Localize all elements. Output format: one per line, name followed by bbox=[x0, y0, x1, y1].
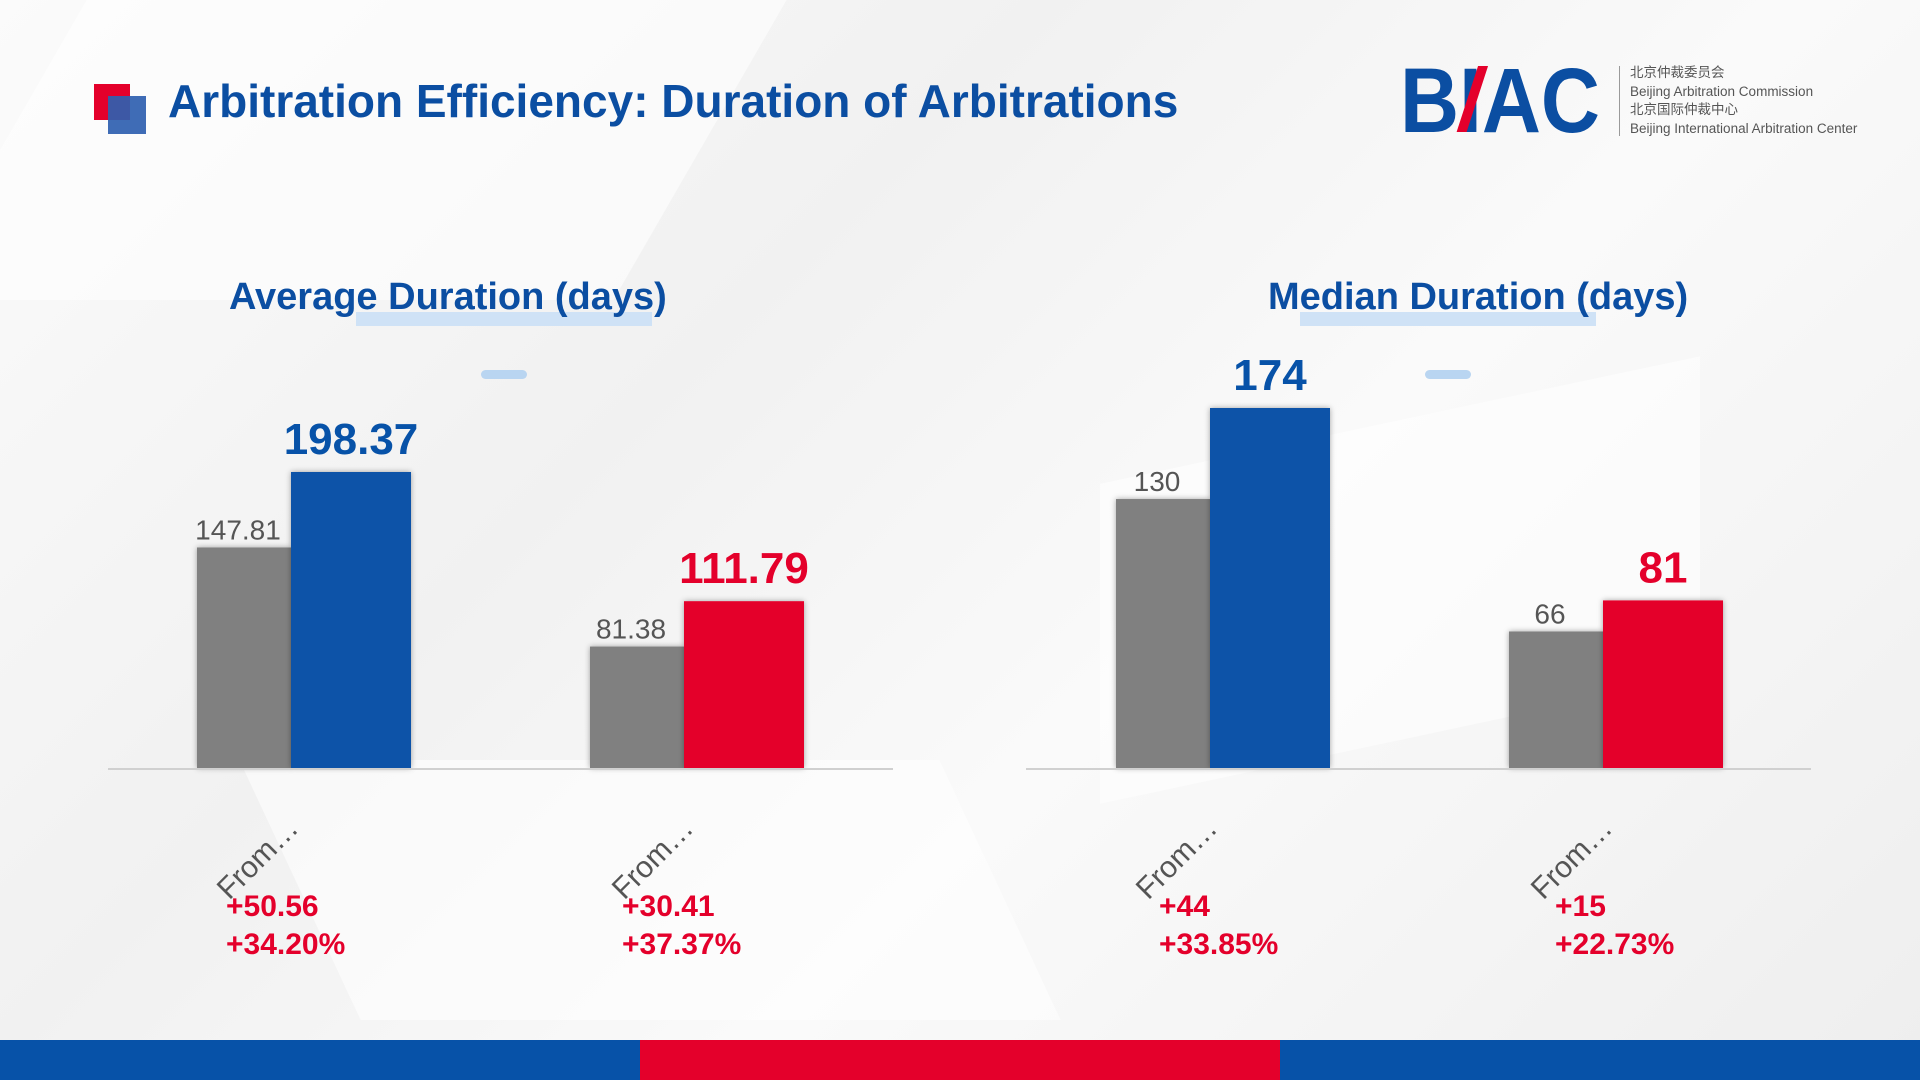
bar-current bbox=[1210, 408, 1330, 768]
data-label-current: 111.79 bbox=[679, 544, 809, 593]
logo-line-en-1: Beijing Arbitration Commission bbox=[1630, 83, 1814, 99]
average-change-2: +30.41 +37.37% bbox=[622, 888, 741, 964]
footer-bar-blue-left bbox=[0, 1040, 640, 1080]
logo-line-en-2: Beijing International Arbitration Center bbox=[1630, 120, 1858, 136]
data-label-previous: 66 bbox=[1534, 598, 1565, 629]
median-change-1: +44 +33.85% bbox=[1159, 888, 1278, 964]
change-pct: +22.73% bbox=[1555, 928, 1675, 961]
average-change-1: +50.56 +34.20% bbox=[226, 888, 345, 964]
change-abs: +15 bbox=[1555, 890, 1606, 923]
bar-current bbox=[291, 472, 411, 768]
data-label-previous: 81.38 bbox=[596, 614, 666, 645]
average-title-underline bbox=[356, 312, 652, 326]
footer-bar-blue-right bbox=[1280, 1040, 1920, 1080]
change-abs: +30.41 bbox=[622, 890, 715, 923]
median-change-2: +15 +22.73% bbox=[1555, 888, 1674, 964]
bar-previous bbox=[1116, 499, 1210, 768]
change-abs: +50.56 bbox=[226, 890, 319, 923]
bar-current bbox=[684, 601, 804, 768]
logo-divider bbox=[1619, 66, 1620, 136]
logo-line-cn-1: 北京仲裁委员会 bbox=[1630, 65, 1725, 80]
page-title: Arbitration Efficiency: Duration of Arbi… bbox=[168, 75, 1179, 127]
change-abs: +44 bbox=[1159, 890, 1210, 923]
median-title-underline bbox=[1300, 312, 1596, 326]
data-label-current: 198.37 bbox=[284, 415, 419, 464]
change-pct: +37.37% bbox=[622, 928, 742, 961]
data-label-previous: 130 bbox=[1134, 466, 1181, 497]
bar-previous bbox=[590, 646, 684, 768]
average-dash-mark bbox=[481, 370, 527, 379]
data-label-current: 81 bbox=[1639, 543, 1688, 592]
data-label-previous: 147.81 bbox=[195, 514, 281, 545]
change-pct: +33.85% bbox=[1159, 928, 1279, 961]
average-duration-chart: 147.81198.37From…81.38111.79From… bbox=[108, 415, 893, 906]
bar-previous bbox=[1509, 631, 1603, 768]
median-duration-chart: 130174From…6681From… bbox=[1026, 351, 1811, 906]
logo-mark-text: BIAC bbox=[1400, 60, 1600, 140]
logo-line-cn-2: 北京国际仲裁中心 bbox=[1630, 102, 1738, 117]
bar-previous bbox=[197, 547, 291, 768]
biac-logo: BIAC bbox=[1400, 60, 1600, 140]
average-chart-title: Average Duration (days) bbox=[229, 276, 667, 318]
median-dash-mark bbox=[1425, 370, 1471, 379]
data-label-current: 174 bbox=[1233, 351, 1307, 400]
logo-caption: 北京仲裁委员会 Beijing Arbitration Commission 北… bbox=[1630, 64, 1857, 138]
change-pct: +34.20% bbox=[226, 928, 346, 961]
bar-current bbox=[1603, 600, 1723, 768]
title-logo-mark bbox=[94, 84, 146, 134]
footer-bar-red-center bbox=[640, 1040, 1280, 1080]
median-chart-title: Median Duration (days) bbox=[1268, 276, 1689, 318]
